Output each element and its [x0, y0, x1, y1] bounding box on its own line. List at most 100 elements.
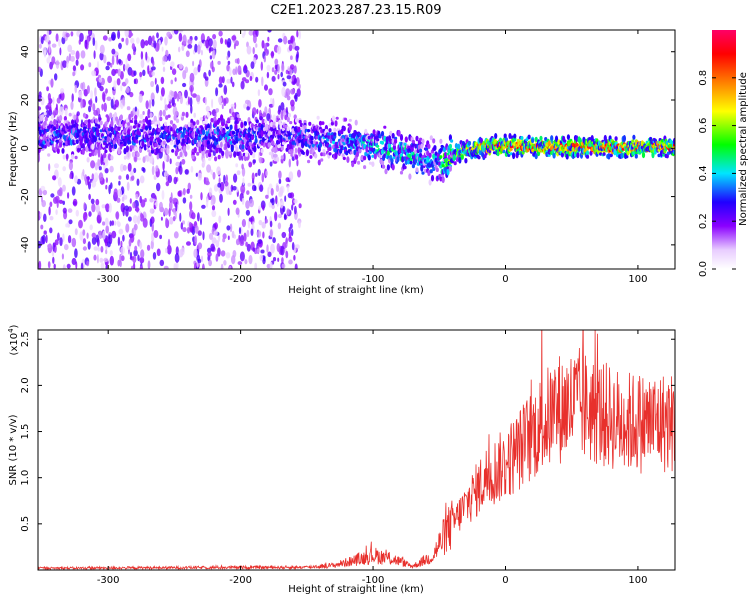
spectrogram-noise-cell	[58, 106, 64, 116]
spectrogram-ridge-cell	[191, 154, 195, 160]
spectrogram-noise-cell	[43, 230, 47, 235]
spectrogram-noise-cell	[140, 51, 144, 60]
spectrogram-noise-cell	[230, 184, 234, 192]
spectrogram-noise-cell	[288, 171, 294, 181]
spectrogram-ridge-cell	[557, 139, 561, 146]
spectrogram-ridge-cell	[175, 118, 180, 124]
spectrogram-noise-cell	[290, 99, 295, 107]
spectrogram-noise-cell	[223, 84, 228, 95]
spectrogram-noise-cell	[258, 205, 262, 211]
spectrogram-ridge-cell	[246, 140, 250, 148]
spectrogram-ridge-cell	[91, 138, 95, 143]
spectrogram-noise-cell	[127, 162, 132, 172]
spectrogram-noise-cell	[103, 257, 109, 263]
spectrogram-noise-cell	[197, 242, 203, 250]
spectrogram-ridge-cell	[346, 156, 350, 164]
spectrogram-noise-cell	[67, 208, 73, 213]
spectrogram-ridge-cell	[322, 148, 326, 153]
spectrogram-noise-cell	[217, 182, 222, 188]
colorbar-tick-label: 0.6	[698, 118, 709, 134]
spectrogram-noise-cell	[209, 55, 213, 60]
spectrogram-noise-cell	[261, 76, 264, 87]
spectrogram-noise-cell	[121, 196, 125, 202]
spectrogram-noise-cell	[231, 81, 235, 88]
spectrogram-noise-cell	[228, 190, 232, 196]
x-tick-label: 100	[628, 274, 647, 285]
spectrogram-ridge-cell	[187, 139, 191, 144]
spectrogram-ridge-cell	[328, 152, 332, 156]
spectrogram-noise-cell	[130, 170, 134, 176]
spectrogram-noise-cell	[187, 96, 190, 105]
spectrogram-ridge-cell	[252, 152, 256, 159]
spectrogram-ridge-cell	[85, 145, 89, 153]
spectrogram-ridge-cell	[276, 156, 280, 163]
spectrogram-ridge-cell	[621, 147, 625, 151]
spectrogram-ridge-cell	[43, 120, 47, 126]
spectrogram-noise-cell	[160, 87, 165, 97]
spectrogram-ridge-cell	[79, 139, 83, 146]
spectrogram-ridge-cell	[88, 152, 92, 157]
spectrogram-noise-cell	[125, 37, 129, 46]
spectrogram-noise-cell	[298, 203, 302, 209]
spectrogram-ridge-cell	[317, 146, 321, 153]
spectrogram-ridge-cell	[419, 148, 423, 153]
spectrogram-noise-cell	[128, 32, 134, 37]
spectrogram-noise-cell	[170, 61, 175, 68]
spectrogram-noise-cell	[54, 239, 59, 246]
spectrogram-ridge-cell	[419, 137, 423, 141]
spectrogram-noise-cell	[257, 230, 262, 238]
spectrogram-ridge-cell	[274, 147, 278, 153]
spectrogram-ridge-cell	[399, 153, 404, 157]
spectrogram-noise-cell	[261, 172, 265, 183]
spectrogram-ridge-cell	[307, 129, 311, 133]
spectrogram-ridge-cell	[457, 143, 461, 150]
spectrogram-ridge-cell	[218, 147, 222, 153]
spectrogram-ridge-cell	[428, 152, 432, 158]
spectrogram-noise-cell	[277, 222, 282, 230]
spectrogram-noise-cell	[114, 220, 117, 226]
spectrogram-noise-cell	[51, 56, 56, 65]
spectrogram-noise-cell	[273, 153, 278, 158]
spectrogram-ridge-cell	[220, 114, 224, 121]
spectrogram-ridge-cell	[62, 154, 66, 160]
spectrogram-noise-cell	[227, 50, 231, 58]
spectrogram-noise-cell	[82, 246, 87, 251]
spectrogram-noise-cell	[252, 159, 256, 164]
spectrogram-noise-cell	[212, 34, 217, 40]
spectrogram-ridge-cell	[142, 118, 146, 123]
spectrogram-noise-cell	[116, 54, 119, 65]
spectrogram-ridge-cell	[103, 152, 107, 159]
spectrogram-noise-cell	[249, 76, 253, 81]
spectrogram-noise-cell	[148, 99, 152, 109]
spectrogram-noise-cell	[89, 224, 93, 231]
spectrogram-noise-cell	[122, 164, 127, 171]
spectrogram-ridge-cell	[415, 167, 419, 173]
spectrogram-noise-cell	[229, 67, 232, 76]
spectrogram-noise-cell	[138, 93, 143, 103]
spectrogram-noise-cell	[296, 88, 301, 97]
spectrogram-ridge-cell	[265, 123, 269, 131]
spectrogram-ridge-cell	[287, 132, 292, 137]
spectrogram-noise-cell	[139, 175, 145, 184]
spectrogram-ridge-cell	[105, 143, 109, 149]
spectrogram-ridge-cell	[297, 147, 301, 154]
spectrogram-ridge-cell	[200, 145, 205, 152]
spectrogram-ridge-cell	[429, 169, 433, 174]
spectrogram-noise-cell	[123, 155, 127, 160]
spectrogram-noise-cell	[243, 30, 246, 36]
spectrogram-noise-cell	[181, 158, 186, 165]
spectrogram-noise-cell	[280, 110, 284, 121]
spectrogram-noise-cell	[175, 201, 178, 212]
spectrogram-ridge-cell	[427, 143, 431, 150]
spectrogram-noise-cell	[140, 212, 143, 219]
spectrogram-noise-cell	[254, 172, 258, 177]
spectrogram-ridge-cell	[632, 134, 636, 140]
spectrogram-noise-cell	[197, 258, 202, 264]
spectrogram-noise-cell	[61, 36, 66, 45]
x-tick-label: 0	[502, 575, 508, 586]
spectrogram-noise-cell	[245, 241, 248, 247]
spectrogram-noise-cell	[151, 222, 154, 232]
spectrogram-ridge-cell	[71, 154, 75, 160]
spectrogram-ridge-cell	[634, 153, 638, 159]
